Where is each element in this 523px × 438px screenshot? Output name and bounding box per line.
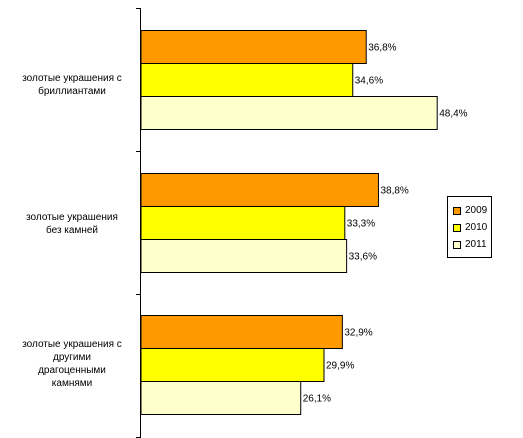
value-label-other-stones-2009: 32,9% [344, 328, 372, 339]
legend-label-2011: 2011 [465, 239, 487, 250]
value-label-other-stones-2010: 29,9% [326, 361, 354, 372]
legend: 2009 2010 2011 [447, 196, 492, 258]
legend-item-2009: 2009 [453, 202, 491, 219]
bar-diamonds-2011 [140, 96, 438, 130]
legend-label-2010: 2010 [465, 222, 488, 233]
value-labels-group: 36,8% 34,6% 48,4% 38,8% 33,3% 33,6% 32,9% 29,9%… [303, 43, 468, 405]
value-label-no-stones-2010: 33,3% [347, 219, 375, 230]
bar-other-stones-2009 [140, 315, 343, 349]
legend-item-2011: 2011 [453, 236, 491, 253]
value-label-diamonds-2009: 36,8% [368, 43, 396, 54]
bar-other-stones-2010 [140, 348, 325, 382]
category-label-other-stones: золотые украшения с другими драгоценными… [22, 339, 122, 389]
bar-no-stones-2011 [140, 239, 348, 273]
bars-group [140, 30, 438, 415]
category-label-diamonds: золотые украшения с бриллиантами [22, 73, 122, 97]
bar-no-stones-2009 [140, 173, 379, 207]
value-label-diamonds-2010: 34,6% [355, 76, 383, 87]
legend-swatch-2010 [453, 223, 461, 232]
value-label-other-stones-2011: 26,1% [303, 394, 331, 405]
bar-other-stones-2011 [140, 381, 302, 415]
category-label-no-stones: золотые украшения без камней [26, 212, 118, 236]
bar-diamonds-2010 [140, 63, 354, 97]
legend-label-2009: 2009 [465, 205, 488, 216]
legend-swatch-2011 [453, 240, 461, 249]
value-label-diamonds-2011: 48,4% [439, 109, 467, 120]
legend-swatch-2009 [453, 206, 461, 215]
legend-item-2010: 2010 [453, 219, 491, 236]
bar-diamonds-2009 [140, 30, 367, 64]
value-label-no-stones-2011: 33,6% [349, 252, 377, 263]
value-label-no-stones-2009: 38,8% [380, 186, 408, 197]
bar-no-stones-2010 [140, 206, 346, 240]
